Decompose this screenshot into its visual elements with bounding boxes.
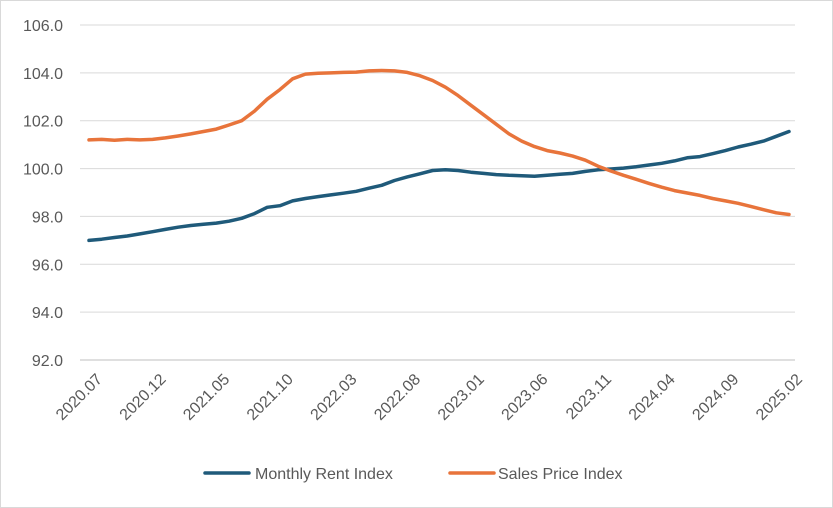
y-axis-tick-labels: 92.0 94.0 96.0 98.0 100.0 102.0 104.0 106.0 <box>23 18 63 370</box>
series-line-sales-price-index <box>87 68 791 217</box>
x-tick-label: 2021.05 <box>180 371 233 424</box>
x-axis-tick-labels: 2020.07 2020.12 2021.05 2021.10 2022.03 2022.… <box>53 371 806 424</box>
y-tick-label: 96.0 <box>32 257 63 274</box>
x-tick-label: 2022.03 <box>308 371 361 424</box>
y-tick-label: 98.0 <box>32 209 63 226</box>
x-tick-label: 2023.06 <box>499 371 552 424</box>
legend-label: Sales Price Index <box>498 466 623 483</box>
y-tick-label: 92.0 <box>32 353 63 370</box>
y-tick-label: 106.0 <box>23 18 63 35</box>
x-tick-label: 2023.11 <box>563 371 615 423</box>
y-tick-label: 100.0 <box>23 162 63 179</box>
x-tick-label: 2020.12 <box>117 371 170 424</box>
x-tick-label: 2024.04 <box>626 371 679 424</box>
y-tick-label: 104.0 <box>23 66 63 83</box>
legend: Monthly Rent Index Sales Price Index <box>203 466 623 483</box>
x-tick-label: 2025.02 <box>753 371 806 424</box>
x-tick-label: 2024.09 <box>689 371 742 424</box>
series-line-monthly-rent-index <box>87 129 791 243</box>
x-tick-label: 2021.10 <box>244 371 297 424</box>
legend-label: Monthly Rent Index <box>255 466 393 483</box>
x-tick-label: 2020.07 <box>53 371 106 424</box>
y-tick-label: 102.0 <box>23 114 63 131</box>
y-tick-label: 94.0 <box>32 305 63 322</box>
x-tick-label: 2022.08 <box>371 371 424 424</box>
series-lines <box>87 68 791 243</box>
x-tick-label: 2023.01 <box>435 371 488 424</box>
